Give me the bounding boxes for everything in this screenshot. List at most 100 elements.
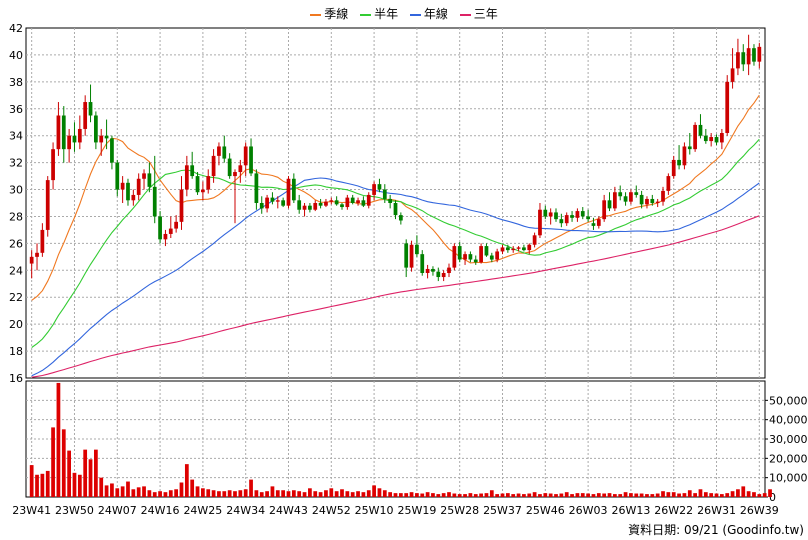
candlestick bbox=[714, 134, 719, 146]
candlestick bbox=[158, 211, 162, 244]
volume-bar bbox=[575, 493, 580, 497]
candle-body bbox=[184, 165, 189, 190]
price-y-tick-label: 38 bbox=[9, 76, 23, 89]
candle-body bbox=[126, 182, 130, 201]
volume-bar bbox=[709, 493, 714, 497]
volume-bar bbox=[436, 494, 441, 497]
volume-bar bbox=[222, 491, 227, 497]
volume-bar bbox=[45, 470, 50, 497]
candlestick bbox=[677, 145, 681, 170]
legend-label-quarter: 季線 bbox=[324, 7, 349, 21]
candle-body bbox=[238, 165, 243, 173]
volume-bar bbox=[714, 493, 719, 497]
volume-bar bbox=[345, 491, 350, 497]
candlestick bbox=[736, 38, 740, 76]
volume-bar bbox=[554, 494, 558, 497]
candle-body bbox=[645, 198, 649, 205]
candle-body bbox=[329, 200, 334, 202]
candlestick bbox=[730, 48, 735, 89]
candle-body bbox=[291, 178, 296, 201]
candlestick bbox=[693, 122, 697, 152]
candle-body bbox=[591, 223, 596, 226]
volume-bar bbox=[217, 491, 221, 497]
volume-bar bbox=[158, 491, 162, 497]
candle-body bbox=[67, 135, 72, 150]
candle-body bbox=[404, 243, 409, 268]
volume-bar bbox=[270, 486, 275, 497]
candlestick bbox=[452, 243, 457, 271]
candlestick bbox=[366, 192, 371, 209]
candle-body bbox=[682, 146, 687, 166]
candlestick bbox=[249, 138, 253, 177]
candle-body bbox=[431, 268, 435, 272]
candle-body bbox=[163, 233, 168, 240]
volume-bar bbox=[51, 427, 55, 497]
price-y-tick-label: 26 bbox=[9, 237, 23, 250]
candlestick bbox=[741, 44, 746, 72]
candlestick bbox=[661, 186, 665, 206]
candlestick bbox=[211, 149, 216, 183]
candle-body bbox=[388, 198, 393, 203]
volume-bar bbox=[457, 494, 462, 497]
volume-bar bbox=[281, 490, 286, 497]
volume-bar bbox=[377, 488, 382, 497]
candle-body bbox=[265, 197, 269, 209]
candle-body bbox=[398, 215, 403, 221]
candle-body bbox=[120, 182, 125, 190]
volume-bar bbox=[184, 464, 189, 497]
candle-body bbox=[35, 252, 39, 257]
volume-bar bbox=[334, 491, 339, 497]
candle-body bbox=[570, 215, 574, 218]
volume-bar bbox=[238, 490, 243, 497]
candlestick bbox=[618, 185, 623, 201]
candle-body bbox=[217, 146, 221, 156]
candle-body bbox=[612, 192, 617, 209]
volume-bar bbox=[479, 493, 483, 497]
candlestick bbox=[586, 209, 590, 222]
volume-bar bbox=[693, 493, 697, 497]
candlestick bbox=[147, 162, 152, 193]
volume-bar bbox=[570, 494, 574, 497]
candlestick bbox=[666, 173, 671, 195]
x-tick-label: 24W52 bbox=[312, 504, 351, 517]
price-y-tick-label: 36 bbox=[9, 103, 23, 116]
x-tick-label: 25W37 bbox=[483, 504, 522, 517]
x-tick-label: 26W13 bbox=[611, 504, 650, 517]
candle-body bbox=[72, 135, 77, 143]
candle-body bbox=[575, 211, 580, 218]
volume-bar bbox=[211, 490, 216, 497]
volume-bar bbox=[104, 485, 109, 497]
candle-body bbox=[516, 247, 521, 249]
volume-bar bbox=[120, 486, 125, 497]
candlestick bbox=[382, 184, 387, 203]
candle-body bbox=[366, 194, 371, 206]
candle-body bbox=[719, 133, 724, 143]
price-y-tick-label: 30 bbox=[9, 184, 23, 197]
candle-body bbox=[522, 247, 526, 251]
candlestick bbox=[51, 142, 55, 190]
volume-bar bbox=[489, 490, 494, 497]
volume-bar bbox=[650, 494, 655, 497]
volume-bar bbox=[725, 493, 730, 497]
candlestick bbox=[548, 208, 553, 225]
candle-body bbox=[671, 159, 676, 177]
candlestick bbox=[195, 172, 200, 195]
candle-body bbox=[725, 81, 730, 133]
price-y-tick-label: 32 bbox=[9, 157, 23, 170]
candlestick bbox=[324, 198, 328, 208]
volume-bar bbox=[61, 429, 66, 497]
candle-body bbox=[447, 267, 451, 273]
volume-bar bbox=[152, 492, 157, 497]
volume-bar bbox=[147, 490, 152, 497]
price-y-tick-label: 20 bbox=[9, 318, 23, 331]
x-tick-label: 26W22 bbox=[654, 504, 693, 517]
candlestick bbox=[645, 196, 649, 209]
volume-bar bbox=[661, 491, 665, 497]
legend-item-year: 年線 bbox=[409, 5, 448, 22]
volume-bar bbox=[398, 493, 403, 497]
candlestick bbox=[131, 189, 136, 206]
candle-body bbox=[709, 137, 714, 142]
volume-bar bbox=[190, 479, 195, 497]
candle-body bbox=[580, 211, 585, 217]
candle-body bbox=[452, 246, 457, 268]
